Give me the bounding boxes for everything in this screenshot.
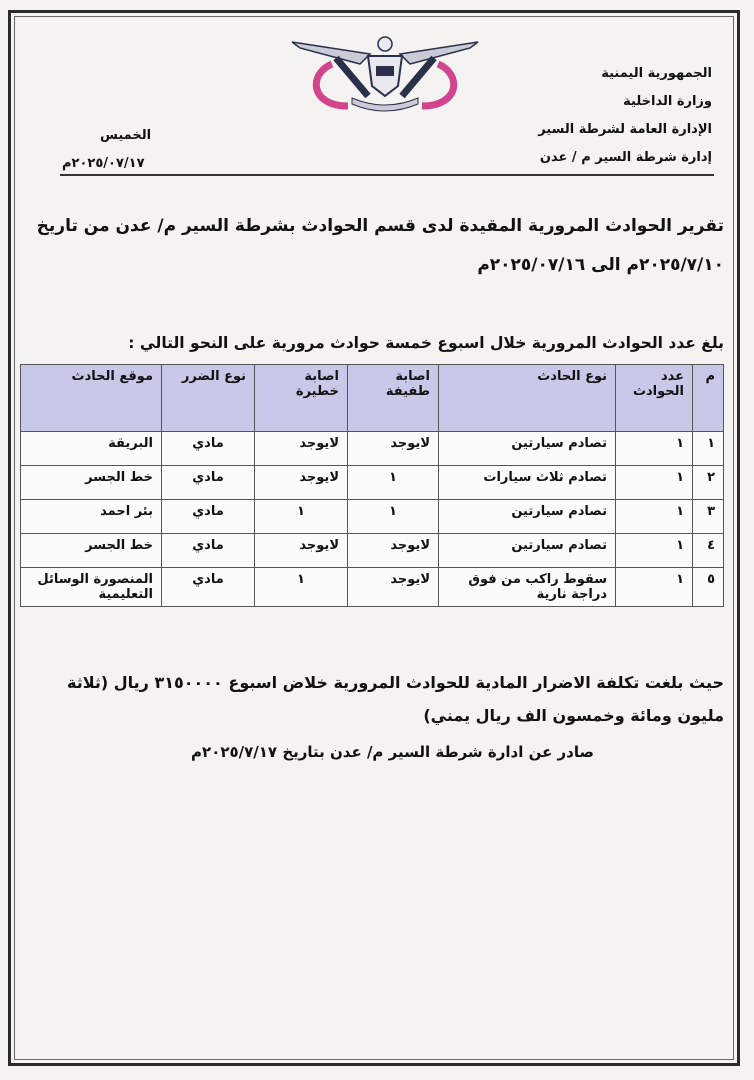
cost-line2: مليون ومائة وخمسون الف ريال يمني)	[423, 706, 724, 725]
header-divider	[60, 174, 714, 176]
accident-type-cell: تصادم سيارتين	[438, 533, 616, 568]
serious-injury-cell: لايوجد	[254, 465, 348, 500]
intro-text: بلغ عدد الحوادث المرورية خلال اسبوع خمسة…	[128, 334, 724, 352]
serious-injury-cell: ١	[254, 499, 348, 534]
accident-location-cell: بئر احمد	[20, 499, 162, 534]
accident-count-cell: ١	[615, 567, 693, 607]
damage-type-cell: مادي	[161, 499, 255, 534]
accident-count-cell: ١	[615, 533, 693, 568]
row-number-cell: ٣	[692, 499, 724, 534]
header-ministry: وزارة الداخلية	[623, 94, 712, 109]
emblem-shield-center	[376, 66, 394, 76]
col-header-type: نوع الحادث	[438, 364, 616, 432]
emblem-eagle-head	[377, 36, 393, 52]
accident-location-cell: خط الجسر	[20, 533, 162, 568]
serious-injury-cell: لايوجد	[254, 431, 348, 466]
col-header-location: موقع الحادث	[20, 364, 162, 432]
header-department: إدارة شرطة السير م / عدن	[539, 150, 712, 165]
accident-count-cell: ١	[615, 431, 693, 466]
minor-injury-cell: لايوجد	[347, 431, 439, 466]
emblem-left-wing	[291, 41, 372, 65]
minor-injury-cell: ١	[347, 499, 439, 534]
col-header-serious-injury: اصابة خطيرة	[254, 364, 348, 432]
cost-line1: حيث بلغت تكلفة الاضرار المادية للحوادث ا…	[67, 673, 724, 692]
accident-location-cell: خط الجسر	[20, 465, 162, 500]
emblem-left-flag	[333, 55, 371, 99]
table-row: ٥ ١ سقوط راكب من فوق دراجة نارية لايوجد ١ ماد…	[20, 567, 724, 607]
emblem-right-wing	[398, 41, 479, 65]
accident-type-cell: تصادم سيارتين	[438, 431, 616, 466]
accident-type-cell: سقوط راكب من فوق دراجة نارية	[438, 567, 616, 607]
accident-count-cell: ١	[615, 499, 693, 534]
emblem-right-ring	[421, 60, 458, 110]
accident-location-cell: المنصورة الوسائل التعليمية	[20, 567, 162, 607]
report-title-line2: ٢٠٢٥/٧/١٠م الى ٢٠٢٥/٠٧/١٦م	[477, 255, 724, 275]
header-directorate: الإدارة العامة لشرطة السير	[538, 122, 712, 137]
minor-injury-cell: لايوجد	[347, 533, 439, 568]
col-header-damage-type: نوع الضرر	[161, 364, 255, 432]
accident-type-cell: تصادم سيارتين	[438, 499, 616, 534]
minor-injury-cell: ١	[347, 465, 439, 500]
emblem-banner	[351, 97, 419, 112]
col-header-count: عدد الحوادث	[615, 364, 693, 432]
report-title-line1: تقرير الحوادث المرورية المقيدة لدى قسم ا…	[36, 216, 724, 236]
accident-type-cell: تصادم ثلاث سيارات	[438, 465, 616, 500]
table-row: ٣ ١ تصادم سيارتين ١ ١ مادي بئر احمد	[20, 499, 724, 534]
accidents-table: م عدد الحوادث نوع الحادث اصابة طفيفة اصا…	[20, 364, 724, 607]
header-date: ٢٠٢٥/٠٧/١٧م	[62, 156, 145, 171]
serious-injury-cell: لايوجد	[254, 533, 348, 568]
damage-type-cell: مادي	[161, 567, 255, 607]
row-number-cell: ٢	[692, 465, 724, 500]
page-border	[8, 10, 740, 1066]
accident-location-cell: البريقة	[20, 431, 162, 466]
accident-count-cell: ١	[615, 465, 693, 500]
table-row: ٤ ١ تصادم سيارتين لايوجد لايوجد مادي خط الجسر	[20, 533, 724, 568]
yemen-emblem-logo	[291, 36, 479, 112]
header-country: الجمهورية اليمنية	[601, 66, 712, 81]
table-header-row: م عدد الحوادث نوع الحادث اصابة طفيفة اصا…	[20, 364, 724, 432]
table-row: ٢ ١ تصادم ثلاث سيارات ١ لايوجد مادي خط الجسر	[20, 465, 724, 500]
row-number-cell: ١	[692, 431, 724, 466]
row-number-cell: ٤	[692, 533, 724, 568]
serious-injury-cell: ١	[254, 567, 348, 607]
table-row: ١ ١ تصادم سيارتين لايوجد لايوجد مادي البريقة	[20, 431, 724, 466]
row-number-cell: ٥	[692, 567, 724, 607]
col-header-number: م	[692, 364, 724, 432]
minor-injury-cell: لايوجد	[347, 567, 439, 607]
header-day: الخميس	[100, 128, 152, 143]
issued-statement: صادر عن ادارة شرطة السير م/ عدن بتاريخ ٢…	[191, 743, 594, 761]
damage-type-cell: مادي	[161, 431, 255, 466]
damage-type-cell: مادي	[161, 465, 255, 500]
damage-type-cell: مادي	[161, 533, 255, 568]
page-inner-border	[14, 16, 734, 1060]
emblem-right-flag	[399, 55, 437, 99]
emblem-left-ring	[312, 60, 349, 110]
col-header-minor-injury: اصابة طفيفة	[347, 364, 439, 432]
